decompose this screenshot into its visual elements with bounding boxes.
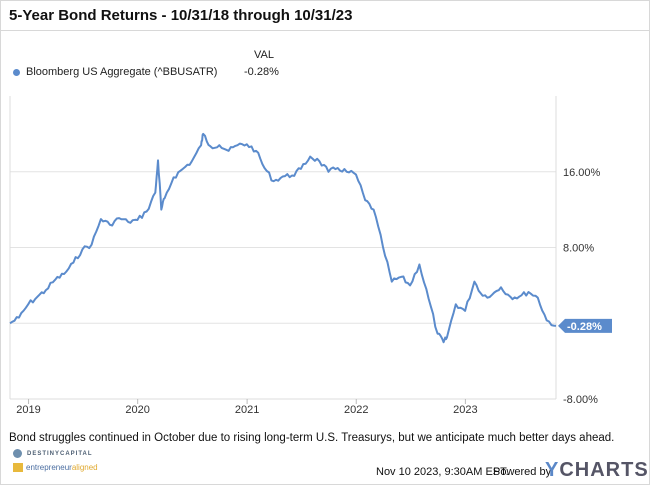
y-tick-label: 16.00% — [563, 167, 601, 179]
x-tick-label: 2020 — [125, 404, 149, 416]
timestamp: Nov 10 2023, 9:30AM EST. — [376, 466, 509, 478]
legend-series-value: -0.28% — [244, 66, 279, 78]
x-tick-label: 2019 — [16, 404, 40, 416]
x-tick-label: 2022 — [344, 404, 368, 416]
legend-marker-icon — [13, 68, 20, 76]
powered-by-label: Powered by — [493, 466, 552, 478]
x-tick-label: 2021 — [235, 404, 259, 416]
last-value-flag — [558, 318, 612, 333]
legend-series-label: Bloomberg US Aggregate (^BBUSATR) — [26, 66, 218, 78]
y-axis-ticks: 16.00%8.00%0.00%-8.00% — [563, 167, 601, 406]
x-axis-ticks: 2019 2020 2021 2022 2023 — [16, 399, 478, 416]
y-tick-label: 8.00% — [563, 243, 594, 255]
series-line — [9, 132, 557, 344]
ycharts-logo[interactable]: YCHARTS — [545, 459, 649, 481]
legend-value-header: VAL — [254, 49, 274, 61]
title-divider — [0, 30, 650, 31]
legend-item[interactable]: Bloomberg US Aggregate (^BBUSATR) -0.28% — [13, 66, 279, 78]
destiny-capital-logo: DESTINYCAPITAL — [13, 449, 93, 458]
last-value-label: -0.28% — [567, 321, 602, 333]
line-chart: 16.00%8.00%0.00%-8.00% 20192020202120222… — [9, 96, 612, 416]
destiny-capital-logo-icon — [13, 449, 22, 458]
grid-lines — [9, 96, 557, 400]
last-value-marker: -0.28% — [558, 318, 612, 333]
y-tick-label: -8.00% — [563, 394, 598, 406]
entrepreneur-aligned-logo: entrepreneur aligned — [13, 463, 98, 472]
chart-caption: Bond struggles continued in October due … — [9, 432, 615, 444]
chart-title: 5-Year Bond Returns - 10/31/18 through 1… — [9, 7, 353, 24]
x-tick-label: 2023 — [453, 404, 477, 416]
entrepreneur-aligned-logo-icon — [13, 463, 23, 472]
